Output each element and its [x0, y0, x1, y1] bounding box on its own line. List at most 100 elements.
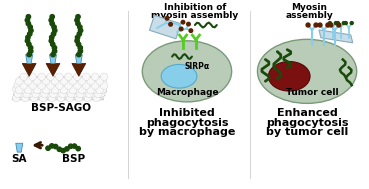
Circle shape	[69, 86, 77, 94]
Circle shape	[93, 85, 100, 93]
Circle shape	[60, 77, 68, 85]
Circle shape	[87, 86, 94, 94]
Polygon shape	[14, 80, 105, 96]
Circle shape	[27, 77, 35, 84]
Text: Enhanced: Enhanced	[277, 108, 337, 118]
Circle shape	[78, 46, 82, 50]
Circle shape	[65, 147, 69, 151]
Circle shape	[41, 81, 48, 89]
Circle shape	[96, 77, 103, 85]
Circle shape	[70, 81, 78, 88]
Text: SIRPα: SIRPα	[184, 62, 210, 71]
Circle shape	[73, 82, 81, 89]
Circle shape	[51, 77, 59, 85]
Circle shape	[49, 144, 54, 148]
Circle shape	[75, 18, 79, 22]
Circle shape	[48, 85, 56, 93]
Ellipse shape	[161, 64, 197, 88]
Ellipse shape	[268, 61, 310, 91]
Circle shape	[326, 23, 330, 27]
Circle shape	[54, 144, 58, 149]
Circle shape	[75, 35, 80, 40]
Circle shape	[66, 94, 74, 102]
Circle shape	[44, 90, 51, 97]
Circle shape	[57, 147, 62, 151]
Circle shape	[38, 82, 45, 89]
Circle shape	[50, 90, 57, 98]
Polygon shape	[12, 84, 104, 100]
Circle shape	[63, 86, 70, 93]
Circle shape	[47, 73, 54, 81]
Circle shape	[50, 22, 54, 26]
Text: Inhibited: Inhibited	[159, 108, 215, 118]
Circle shape	[20, 73, 28, 81]
Circle shape	[59, 90, 66, 98]
Circle shape	[93, 94, 100, 102]
Circle shape	[89, 81, 96, 88]
Circle shape	[52, 28, 57, 33]
Circle shape	[97, 81, 105, 88]
Circle shape	[65, 73, 72, 81]
Circle shape	[72, 144, 77, 148]
Circle shape	[62, 81, 69, 88]
Circle shape	[76, 81, 84, 89]
Polygon shape	[46, 64, 60, 76]
Circle shape	[32, 90, 39, 98]
Circle shape	[32, 81, 39, 89]
Circle shape	[23, 81, 31, 89]
Circle shape	[73, 73, 81, 81]
Circle shape	[50, 15, 54, 19]
Circle shape	[51, 52, 55, 57]
Circle shape	[30, 94, 38, 102]
Circle shape	[68, 90, 75, 98]
Text: Tumor cell: Tumor cell	[286, 88, 338, 97]
Circle shape	[69, 77, 77, 85]
Circle shape	[28, 32, 32, 36]
Circle shape	[100, 82, 108, 89]
Circle shape	[350, 22, 353, 25]
Circle shape	[337, 22, 339, 25]
Circle shape	[14, 81, 21, 89]
Circle shape	[76, 146, 80, 151]
Circle shape	[53, 81, 60, 88]
Circle shape	[76, 42, 81, 46]
Circle shape	[15, 86, 23, 94]
Circle shape	[25, 39, 30, 43]
Circle shape	[35, 90, 42, 97]
Circle shape	[77, 32, 82, 36]
Circle shape	[169, 22, 172, 26]
Circle shape	[92, 73, 99, 81]
Circle shape	[44, 81, 51, 88]
Circle shape	[26, 81, 34, 88]
Circle shape	[57, 85, 65, 93]
Circle shape	[75, 39, 79, 43]
Polygon shape	[319, 30, 353, 43]
Circle shape	[78, 49, 83, 53]
Circle shape	[83, 73, 90, 81]
Circle shape	[25, 18, 30, 22]
Circle shape	[76, 90, 84, 98]
Text: by macrophage: by macrophage	[139, 127, 235, 137]
Circle shape	[33, 77, 41, 85]
Circle shape	[314, 23, 318, 27]
Circle shape	[45, 77, 53, 84]
Circle shape	[42, 86, 50, 94]
Circle shape	[45, 86, 53, 93]
Circle shape	[18, 86, 26, 93]
Circle shape	[54, 77, 62, 84]
Text: assembly: assembly	[285, 11, 333, 20]
Circle shape	[52, 46, 56, 50]
Circle shape	[28, 49, 33, 53]
Text: by tumor cell: by tumor cell	[266, 127, 348, 137]
Circle shape	[24, 86, 32, 94]
Circle shape	[318, 23, 322, 27]
Circle shape	[68, 81, 75, 89]
Circle shape	[52, 25, 56, 29]
Circle shape	[96, 86, 103, 94]
Circle shape	[26, 15, 31, 19]
Circle shape	[76, 15, 80, 19]
Circle shape	[14, 90, 21, 98]
Text: BSP: BSP	[62, 154, 85, 164]
Text: myosin assembly: myosin assembly	[151, 11, 238, 20]
Circle shape	[100, 73, 108, 81]
